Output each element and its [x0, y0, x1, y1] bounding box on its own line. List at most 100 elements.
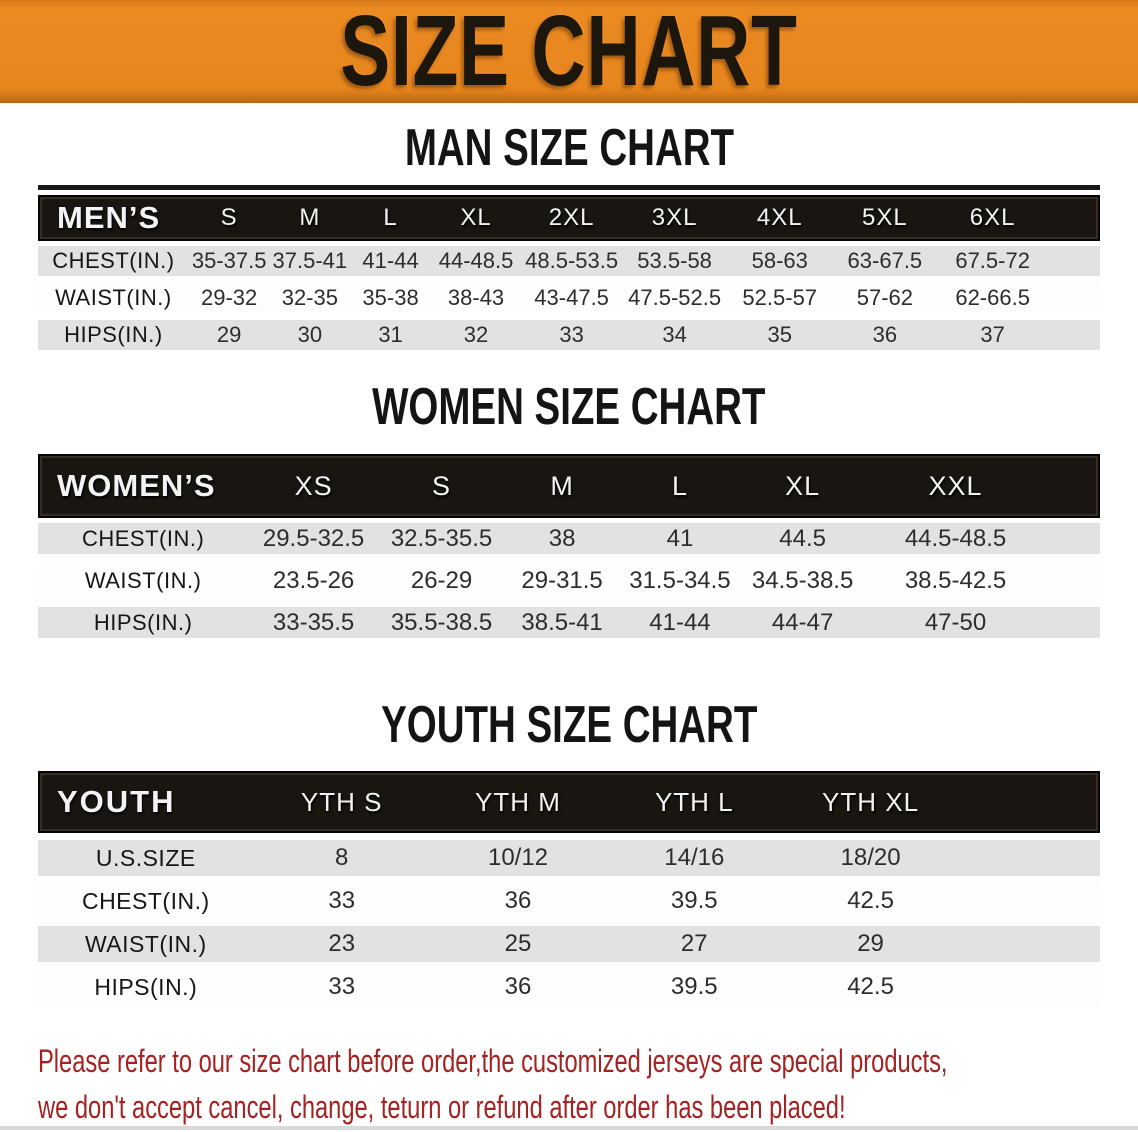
size-column-header: M — [550, 470, 574, 501]
size-value-cell: 34.5-38.5 — [751, 566, 854, 594]
bottom-edge-line — [0, 1126, 1138, 1130]
size-column-header: M — [299, 204, 321, 231]
women-size-chart-heading: WOMEN SIZE CHART — [372, 378, 766, 436]
size-column-header: XL — [785, 470, 821, 501]
size-value-cell: 36 — [504, 887, 532, 914]
row-label: HIPS(IN.) — [94, 973, 198, 1000]
size-value-cell: 32 — [463, 322, 489, 347]
size-value-cell: 63-67.5 — [847, 248, 923, 273]
table-row-waist: WAIST(IN.) 23.5-26 26-29 29-31.5 31.5-34… — [38, 565, 1100, 596]
size-column-header: 4XL — [756, 204, 803, 231]
size-value-cell: 36 — [504, 973, 532, 1000]
womens-table-header-row: WOMEN’S XS S M L XL XXL — [38, 454, 1100, 518]
size-chart-banner: SIZE CHART — [0, 0, 1138, 103]
size-column-header: YTH L — [654, 786, 734, 817]
size-value-cell: 38 — [548, 524, 576, 552]
table-row-waist: WAIST(IN.) 23 25 27 29 — [38, 926, 1100, 962]
size-value-cell: 29 — [857, 930, 884, 957]
size-column-header: YTH M — [475, 786, 561, 817]
size-value-cell: 38-43 — [447, 285, 505, 310]
size-column-header: XS — [294, 470, 333, 501]
table-row-chest: CHEST(IN.) 33 36 39.5 42.5 — [38, 883, 1100, 919]
man-size-chart-heading: MAN SIZE CHART — [404, 119, 734, 177]
size-value-cell: 33 — [328, 887, 356, 914]
size-value-cell: 35-38 — [362, 285, 419, 310]
mens-table-title: MEN’S — [57, 200, 161, 235]
mens-size-table: MEN’S S M L XL 2XL 3XL 4XL 5XL 6XL CHEST… — [38, 195, 1100, 350]
size-value-cell: 38.5-41 — [521, 608, 603, 636]
size-value-cell: 47.5-52.5 — [628, 285, 722, 310]
table-row-us-size: U.S.SIZE 8 10/12 14/16 18/20 — [38, 840, 1100, 876]
size-value-cell: 29.5-32.5 — [262, 524, 365, 552]
size-value-cell: 58-63 — [751, 248, 808, 273]
size-value-cell: 42.5 — [847, 887, 894, 914]
size-value-cell: 47-50 — [924, 608, 987, 636]
row-label: CHEST(IN.) — [81, 887, 210, 914]
row-label: WAIST(IN.) — [55, 285, 172, 310]
size-value-cell: 36 — [872, 322, 898, 347]
table-row-waist: WAIST(IN.) 29-32 32-35 35-38 38-43 43-47… — [38, 283, 1100, 313]
divider-line — [38, 185, 1100, 190]
size-value-cell: 39.5 — [670, 887, 718, 914]
size-column-header: XL — [460, 204, 492, 231]
womens-size-table: WOMEN’S XS S M L XL XXL CHEST(IN.) 29.5-… — [38, 454, 1100, 638]
size-value-cell: 35.5-38.5 — [390, 608, 493, 636]
row-label: HIPS(IN.) — [93, 609, 193, 635]
disclaimer-line-2: we don't accept cancel, change, teturn o… — [38, 1089, 846, 1125]
size-value-cell: 53.5-58 — [637, 248, 712, 273]
size-value-cell: 57-62 — [856, 285, 913, 310]
size-value-cell: 44.5-48.5 — [904, 524, 1007, 552]
size-value-cell: 25 — [504, 930, 532, 957]
row-label: CHEST(IN.) — [81, 525, 205, 551]
size-value-cell: 33 — [559, 322, 584, 347]
size-value-cell: 32.5-35.5 — [390, 524, 493, 552]
size-value-cell: 29-31.5 — [521, 566, 603, 594]
size-value-cell: 27 — [680, 930, 708, 957]
size-value-cell: 8 — [335, 844, 349, 871]
size-value-cell: 44.5 — [779, 524, 826, 552]
size-value-cell: 44-47 — [771, 608, 834, 636]
size-value-cell: 29 — [216, 322, 242, 347]
size-value-cell: 26-29 — [410, 566, 473, 594]
size-column-header: S — [432, 470, 452, 501]
size-value-cell: 39.5 — [670, 973, 718, 1000]
size-column-header: 5XL — [862, 204, 908, 231]
row-label: CHEST(IN.) — [52, 248, 175, 273]
table-row-chest: CHEST(IN.) 35-37.5 37.5-41 41-44 44-48.5… — [38, 246, 1100, 276]
row-label: WAIST(IN.) — [84, 567, 202, 593]
size-value-cell: 67.5-72 — [955, 248, 1030, 273]
size-value-cell: 37 — [980, 322, 1005, 347]
size-value-cell: 18/20 — [840, 844, 901, 871]
size-value-cell: 23.5-26 — [272, 566, 355, 594]
size-value-cell: 33 — [328, 973, 356, 1000]
youth-size-chart-heading: YOUTH SIZE CHART — [380, 696, 758, 754]
size-value-cell: 38.5-42.5 — [904, 566, 1007, 594]
size-column-header: 3XL — [651, 204, 698, 231]
size-value-cell: 44-48.5 — [438, 248, 514, 273]
size-value-cell: 48.5-53.5 — [525, 248, 619, 273]
size-value-cell: 31.5-34.5 — [629, 566, 731, 594]
size-column-header: L — [383, 204, 398, 231]
size-value-cell: 41-44 — [649, 608, 711, 636]
row-label: HIPS(IN.) — [64, 322, 163, 347]
youth-table-header-row: YOUTH YTH S YTH M YTH L YTH XL — [38, 771, 1100, 833]
size-column-header: S — [220, 204, 238, 231]
disclaimer-line-1: Please refer to our size chart before or… — [38, 1043, 948, 1079]
size-value-cell: 52.5-57 — [742, 285, 818, 310]
womens-table-title: WOMEN’S — [57, 468, 216, 503]
size-value-cell: 41 — [666, 524, 694, 552]
table-row-chest: CHEST(IN.) 29.5-32.5 32.5-35.5 38 41 44.… — [38, 523, 1100, 554]
size-value-cell: 34 — [662, 322, 687, 347]
row-label: U.S.SIZE — [95, 844, 196, 871]
size-value-cell: 14/16 — [664, 844, 725, 871]
youth-size-table: YOUTH YTH S YTH M YTH L YTH XL U.S.SIZE … — [38, 771, 1100, 1005]
size-value-cell: 35 — [767, 322, 792, 347]
size-column-header: YTH S — [300, 786, 383, 817]
size-column-header: L — [671, 470, 688, 501]
table-row-hips: HIPS(IN.) 33 36 39.5 42.5 — [38, 969, 1100, 1005]
size-value-cell: 29-32 — [201, 285, 258, 310]
table-row-hips: HIPS(IN.) 29 30 31 32 33 34 35 36 37 — [38, 320, 1100, 350]
banner-title: SIZE CHART — [340, 0, 798, 107]
row-label: WAIST(IN.) — [84, 930, 207, 957]
size-value-cell: 35-37.5 — [191, 248, 267, 273]
